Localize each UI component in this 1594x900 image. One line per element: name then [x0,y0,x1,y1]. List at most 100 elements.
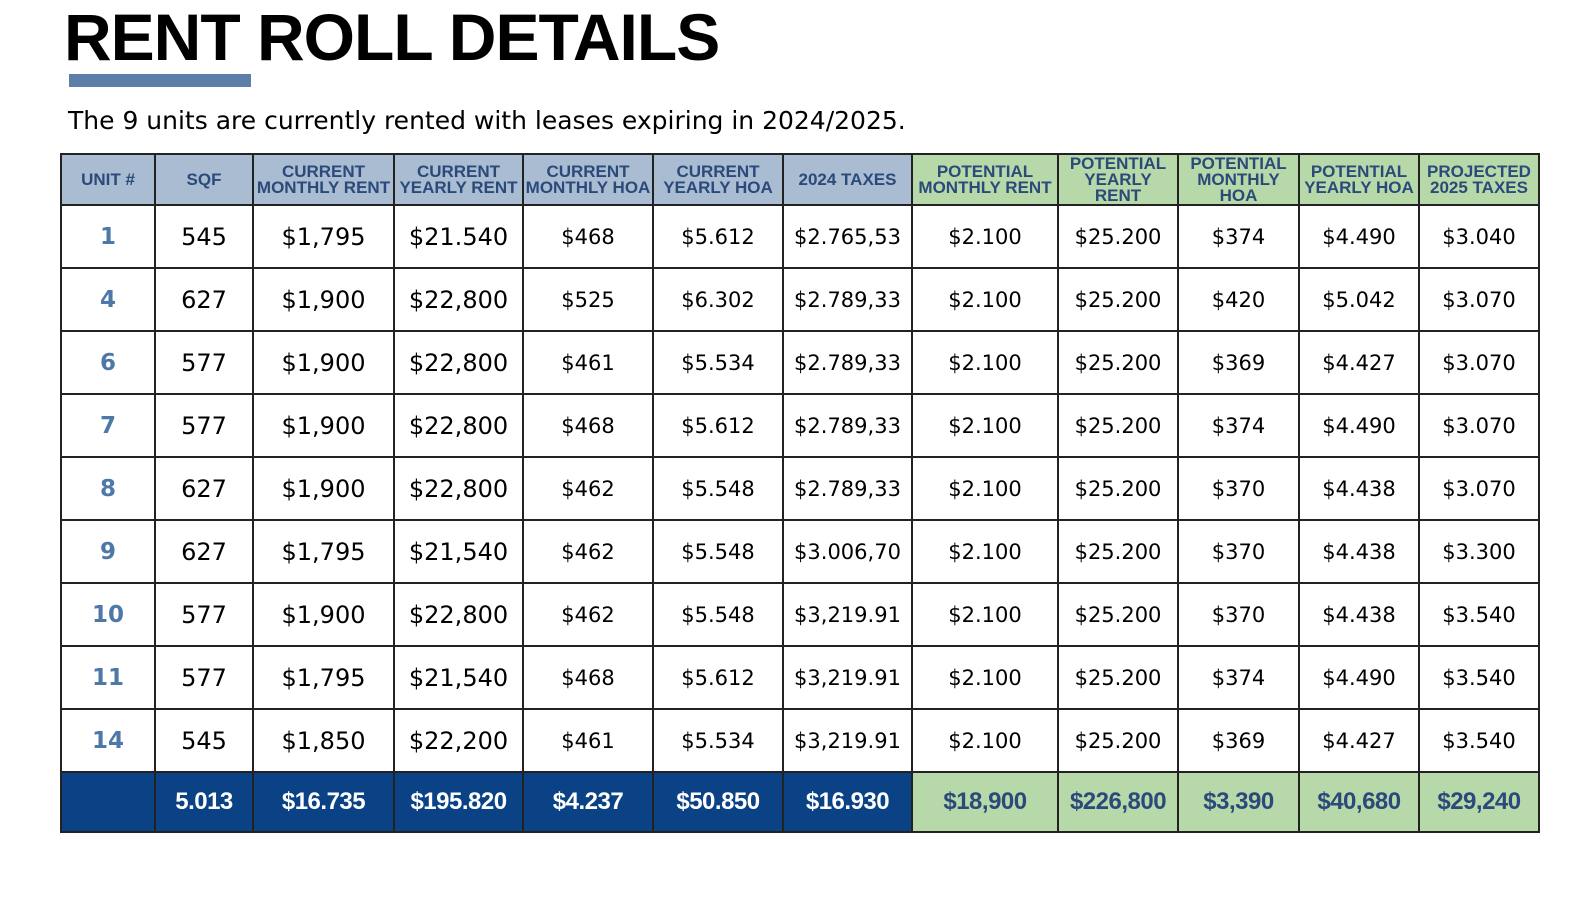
table-cell: $370 [1177,582,1300,647]
table-cell: $22,800 [393,456,524,521]
totals-row: 5.013 $16.735 $195.820 $4.237 $50.850 $1… [60,771,1540,833]
table-cell: $22,200 [393,708,524,773]
table-cell: $25.200 [1057,708,1179,773]
total-cell: $226,800 [1057,771,1179,833]
table-cell: $4.490 [1298,204,1420,269]
unit-number-cell: 14 [60,708,156,773]
table-cell: $25.200 [1057,582,1179,647]
table-cell: $2.100 [911,267,1059,332]
table-cell: $4.438 [1298,582,1420,647]
table-cell: $3.070 [1418,267,1540,332]
table-cell: $374 [1177,204,1300,269]
table-row: 4 627 $1,900 $22,800 $525 $6.302 $2.789,33 $2.1… [60,267,1540,332]
table-cell: $370 [1177,519,1300,584]
table-cell: 545 [154,708,254,773]
table-cell: $462 [522,582,654,647]
table-cell: $461 [522,708,654,773]
unit-number-cell: 7 [60,393,156,458]
total-cell: $50.850 [652,771,784,833]
table-cell: $5.534 [652,708,784,773]
table-cell: $5.548 [652,582,784,647]
table-cell: $21.540 [393,204,524,269]
table-cell: $3.300 [1418,519,1540,584]
table-cell: $468 [522,645,654,710]
rent-roll-table: UNIT # SQF CURRENT MONTHLY RENT CURRENT … [60,153,1540,833]
table-cell: $3.070 [1418,456,1540,521]
table-cell: $22,800 [393,330,524,395]
total-cell: $29,240 [1418,771,1540,833]
column-header-sqf: SQF [154,153,254,206]
table-cell: $22,800 [393,582,524,647]
total-cell: 5.013 [154,771,254,833]
total-cell [60,771,156,833]
column-header-2024-taxes: 2024 TAXES [782,153,913,206]
table-cell: $22,800 [393,393,524,458]
unit-number-cell: 10 [60,582,156,647]
table-cell: $1,850 [252,708,395,773]
table-cell: $21,540 [393,519,524,584]
table-cell: $4.427 [1298,708,1420,773]
table-cell: $3,219.91 [782,582,913,647]
table-cell: 577 [154,645,254,710]
table-cell: $4.427 [1298,330,1420,395]
total-cell: $4.237 [522,771,654,833]
table-cell: $3,219.91 [782,708,913,773]
table-cell: $374 [1177,645,1300,710]
table-cell: $2.765,53 [782,204,913,269]
table-cell: $374 [1177,393,1300,458]
unit-number-cell: 6 [60,330,156,395]
table-cell: $525 [522,267,654,332]
table-cell: $4.490 [1298,393,1420,458]
table-cell: $25.200 [1057,267,1179,332]
column-header-unit: UNIT # [60,153,156,206]
table-row: 6 577 $1,900 $22,800 $461 $5.534 $2.789,33 $2.1… [60,330,1540,395]
table-cell: 627 [154,267,254,332]
table-cell: $5.534 [652,330,784,395]
table-cell: $461 [522,330,654,395]
table-cell: $2.789,33 [782,456,913,521]
table-cell: $25.200 [1057,456,1179,521]
table-cell: $2.100 [911,456,1059,521]
unit-number-cell: 9 [60,519,156,584]
table-cell: $369 [1177,708,1300,773]
page-title: RENT ROLL DETAILS [64,0,720,74]
table-cell: 545 [154,204,254,269]
table-cell: $462 [522,519,654,584]
column-header-potential-yearly-hoa: POTENTIAL YEARLY HOA [1298,153,1420,206]
table-cell: $22,800 [393,267,524,332]
unit-number-cell: 8 [60,456,156,521]
total-cell: $16.930 [782,771,913,833]
total-cell: $3,390 [1177,771,1300,833]
table-cell: $1,795 [252,645,395,710]
column-header-potential-monthly-rent: POTENTIAL MONTHLY RENT [911,153,1059,206]
total-cell: $16.735 [252,771,395,833]
table-row: 10 577 $1,900 $22,800 $462 $5.548 $3,219.91 $2.… [60,582,1540,647]
table-cell: $369 [1177,330,1300,395]
table-cell: $21,540 [393,645,524,710]
title-underline [69,74,251,87]
table-cell: $5.612 [652,393,784,458]
column-header-current-yearly-rent: CURRENT YEARLY RENT [393,153,524,206]
table-cell: $1,900 [252,267,395,332]
table-row: 1 545 $1,795 $21.540 $468 $5.612 $2.765,53 $2.1… [60,204,1540,269]
column-header-current-monthly-rent: CURRENT MONTHLY RENT [252,153,395,206]
column-header-potential-yearly-rent: POTENTIAL YEARLY RENT [1057,153,1179,206]
table-cell: $3.070 [1418,330,1540,395]
total-cell: $40,680 [1298,771,1420,833]
table-cell: $420 [1177,267,1300,332]
table-cell: $25.200 [1057,393,1179,458]
table-cell: 577 [154,330,254,395]
table-row: 8 627 $1,900 $22,800 $462 $5.548 $2.789,33 $2.1… [60,456,1540,521]
total-cell: $18,900 [911,771,1059,833]
column-header-projected-2025-taxes: PROJECTED 2025 TAXES [1418,153,1540,206]
table-cell: $370 [1177,456,1300,521]
table-cell: $2.100 [911,330,1059,395]
table-cell: $1,900 [252,582,395,647]
unit-number-cell: 1 [60,204,156,269]
table-cell: $6.302 [652,267,784,332]
table-row: 14 545 $1,850 $22,200 $461 $5.534 $3,219.91 $2.… [60,708,1540,773]
table-cell: $1,795 [252,519,395,584]
table-cell: $25.200 [1057,645,1179,710]
table-cell: $468 [522,393,654,458]
table-cell: $3.006,70 [782,519,913,584]
